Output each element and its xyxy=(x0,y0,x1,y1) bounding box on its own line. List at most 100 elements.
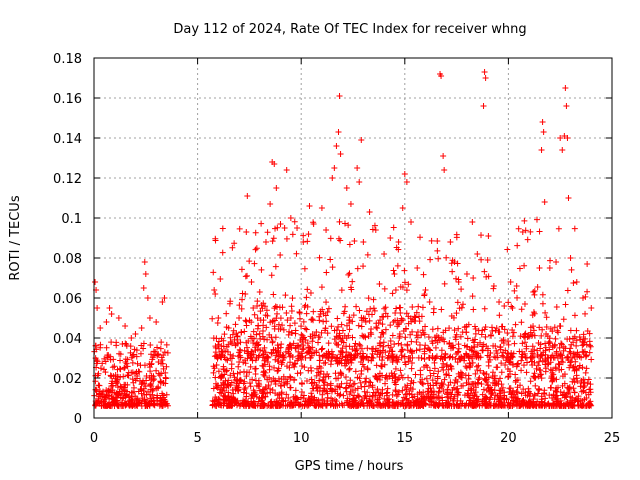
spike-point xyxy=(232,321,239,328)
spike-point xyxy=(275,345,282,352)
spike-point xyxy=(324,354,331,361)
spike-point xyxy=(429,354,436,361)
background-point xyxy=(357,358,364,365)
spike-point xyxy=(347,284,354,291)
spike-point xyxy=(420,271,427,278)
background-point xyxy=(427,398,434,405)
background-point xyxy=(249,376,256,383)
background-point xyxy=(409,386,416,393)
data-point xyxy=(287,215,294,221)
spike-point xyxy=(337,351,344,358)
background-point xyxy=(560,402,567,409)
background-point xyxy=(522,330,529,337)
background-point xyxy=(556,344,563,351)
background-point xyxy=(374,376,381,383)
background-point xyxy=(163,391,170,398)
background-point xyxy=(580,382,587,389)
background-point xyxy=(453,386,460,393)
background-point xyxy=(259,386,266,393)
spike-point xyxy=(514,242,521,249)
spike-point xyxy=(305,344,312,351)
background-point xyxy=(529,361,536,368)
background-point xyxy=(302,398,309,405)
background-point xyxy=(100,366,107,373)
background-point xyxy=(579,348,586,355)
spike-point xyxy=(268,272,275,279)
data-point xyxy=(564,135,571,141)
spike-point xyxy=(229,244,236,251)
background-point xyxy=(235,363,242,370)
spike-point xyxy=(496,312,503,319)
background-point xyxy=(417,378,424,385)
background-point xyxy=(252,370,259,377)
background-point xyxy=(538,375,545,382)
data-point xyxy=(546,265,553,271)
background-point xyxy=(555,360,562,367)
spike-point xyxy=(381,285,388,292)
background-point xyxy=(331,396,338,403)
background-point xyxy=(510,387,517,394)
background-point xyxy=(409,303,416,310)
background-point xyxy=(145,388,152,395)
spike-point xyxy=(455,345,462,352)
background-point xyxy=(253,331,260,338)
background-point xyxy=(357,379,364,386)
spike-point xyxy=(405,281,412,288)
background-point xyxy=(158,360,165,367)
spike-point xyxy=(553,348,560,355)
data-point xyxy=(347,201,354,207)
background-point xyxy=(350,381,357,388)
background-point xyxy=(231,374,238,381)
spike-point xyxy=(564,287,571,294)
background-point xyxy=(482,333,489,340)
background-point xyxy=(303,310,310,317)
background-point xyxy=(243,390,250,397)
background-point xyxy=(264,312,271,319)
spike-point xyxy=(270,291,277,298)
background-point xyxy=(481,395,488,402)
background-point xyxy=(294,396,301,403)
spike-point xyxy=(368,325,375,332)
background-point xyxy=(103,344,110,351)
spike-point xyxy=(364,353,371,360)
background-point xyxy=(506,358,513,365)
background-point xyxy=(328,401,335,408)
background-point xyxy=(567,349,574,356)
background-point xyxy=(438,384,445,391)
background-point xyxy=(388,370,395,377)
background-point xyxy=(364,345,371,352)
background-point xyxy=(279,304,286,311)
spike-point xyxy=(298,331,305,338)
background-point xyxy=(441,376,448,383)
background-point xyxy=(525,385,532,392)
background-point xyxy=(147,382,154,389)
background-point xyxy=(460,382,467,389)
background-point xyxy=(417,402,424,409)
spike-point xyxy=(427,347,434,354)
background-point xyxy=(288,303,295,310)
background-point xyxy=(125,394,132,401)
spike-point xyxy=(358,345,365,352)
spike-point xyxy=(485,233,492,240)
spike-point xyxy=(504,354,511,361)
data-point xyxy=(447,239,454,245)
spike-point xyxy=(366,317,373,324)
background-point xyxy=(410,379,417,386)
data-point xyxy=(541,199,548,205)
background-point xyxy=(107,356,114,363)
background-point xyxy=(524,392,531,399)
background-point xyxy=(557,323,564,330)
spike-point xyxy=(219,249,226,256)
background-point xyxy=(538,402,545,409)
background-point xyxy=(322,359,329,366)
background-point xyxy=(366,393,373,400)
background-point xyxy=(284,380,291,387)
spike-point xyxy=(504,338,511,345)
background-point xyxy=(123,342,130,349)
background-point xyxy=(487,387,494,394)
spike-point xyxy=(335,334,342,341)
spike-point xyxy=(527,354,534,361)
background-point xyxy=(343,380,350,387)
background-point xyxy=(319,345,326,352)
background-point xyxy=(122,356,129,363)
